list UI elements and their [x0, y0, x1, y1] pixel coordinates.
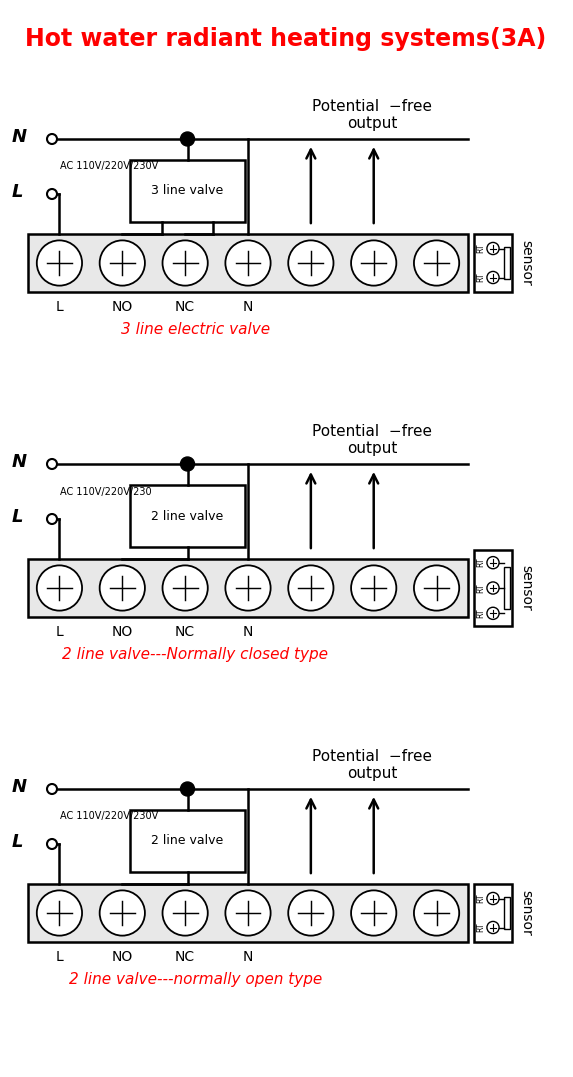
Text: sensor: sensor: [519, 890, 533, 936]
Text: RT: RT: [476, 609, 485, 618]
Circle shape: [163, 240, 208, 285]
Circle shape: [351, 565, 397, 611]
Circle shape: [37, 891, 82, 936]
Bar: [474, 550, 512, 626]
Circle shape: [180, 457, 194, 471]
Circle shape: [414, 240, 459, 285]
Circle shape: [487, 607, 499, 619]
Circle shape: [351, 240, 397, 285]
Bar: [28, 234, 468, 292]
Circle shape: [487, 242, 499, 254]
Text: RT: RT: [476, 272, 485, 282]
Circle shape: [100, 240, 145, 285]
Text: NC: NC: [175, 300, 195, 314]
Text: NO: NO: [112, 300, 133, 314]
Text: AC 110V/220V/230V: AC 110V/220V/230V: [60, 162, 158, 171]
Circle shape: [47, 514, 57, 524]
Bar: [504, 897, 511, 929]
Circle shape: [288, 565, 333, 611]
Text: Hot water radiant heating systems(3A): Hot water radiant heating systems(3A): [25, 27, 547, 51]
Text: N: N: [243, 300, 253, 314]
Circle shape: [47, 784, 57, 794]
Text: AC 110V/220V/230V: AC 110V/220V/230V: [60, 811, 158, 822]
Bar: [130, 485, 245, 547]
Text: RT: RT: [476, 584, 485, 592]
Text: N: N: [12, 128, 27, 146]
Text: N: N: [243, 950, 253, 964]
Circle shape: [180, 782, 194, 796]
Text: L: L: [12, 833, 23, 851]
Circle shape: [351, 891, 397, 936]
Circle shape: [414, 891, 459, 936]
Text: Potential  −free
output: Potential −free output: [312, 749, 432, 781]
Text: 3 line electric valve: 3 line electric valve: [121, 322, 270, 337]
Circle shape: [487, 557, 499, 569]
Circle shape: [288, 891, 333, 936]
Bar: [130, 160, 245, 222]
Circle shape: [163, 891, 208, 936]
Circle shape: [47, 188, 57, 199]
Bar: [504, 247, 511, 279]
Bar: [504, 568, 511, 609]
Text: L: L: [56, 625, 63, 639]
Circle shape: [47, 839, 57, 849]
Circle shape: [487, 893, 499, 905]
Circle shape: [487, 582, 499, 595]
Text: N: N: [12, 778, 27, 796]
Text: RT: RT: [476, 894, 485, 904]
Text: 2 line valve: 2 line valve: [151, 509, 223, 522]
Circle shape: [47, 134, 57, 144]
Text: 2 line valve---Normally closed type: 2 line valve---Normally closed type: [62, 647, 328, 662]
Text: L: L: [56, 300, 63, 314]
Bar: [28, 884, 468, 942]
Circle shape: [37, 240, 82, 285]
Text: 2 line valve: 2 line valve: [151, 835, 223, 848]
Bar: [28, 559, 468, 617]
Circle shape: [100, 565, 145, 611]
Text: Potential  −free
output: Potential −free output: [312, 423, 432, 456]
Bar: [474, 234, 512, 292]
Text: RT: RT: [476, 243, 485, 253]
Circle shape: [288, 240, 333, 285]
Text: sensor: sensor: [519, 565, 533, 611]
Circle shape: [225, 240, 270, 285]
Circle shape: [225, 565, 270, 611]
Text: 2 line valve---normally open type: 2 line valve---normally open type: [69, 973, 322, 987]
Circle shape: [180, 132, 194, 146]
Text: NO: NO: [112, 950, 133, 964]
Text: L: L: [12, 508, 23, 526]
Circle shape: [37, 565, 82, 611]
Text: NO: NO: [112, 625, 133, 639]
Bar: [474, 884, 512, 942]
Text: 3 line valve: 3 line valve: [151, 184, 223, 197]
Text: N: N: [12, 453, 27, 471]
Circle shape: [225, 891, 270, 936]
Circle shape: [487, 922, 499, 934]
Text: L: L: [56, 950, 63, 964]
Text: sensor: sensor: [519, 240, 533, 285]
Text: N: N: [243, 625, 253, 639]
Circle shape: [163, 565, 208, 611]
Text: RT: RT: [476, 558, 485, 568]
Circle shape: [47, 459, 57, 468]
Text: Potential  −free
output: Potential −free output: [312, 99, 432, 131]
Text: NC: NC: [175, 950, 195, 964]
Bar: [130, 810, 245, 872]
Text: NC: NC: [175, 625, 195, 639]
Circle shape: [100, 891, 145, 936]
Text: L: L: [12, 183, 23, 201]
Text: RT: RT: [476, 923, 485, 933]
Circle shape: [487, 271, 499, 283]
Text: AC 110V/220V/230: AC 110V/220V/230: [60, 487, 152, 496]
Circle shape: [414, 565, 459, 611]
